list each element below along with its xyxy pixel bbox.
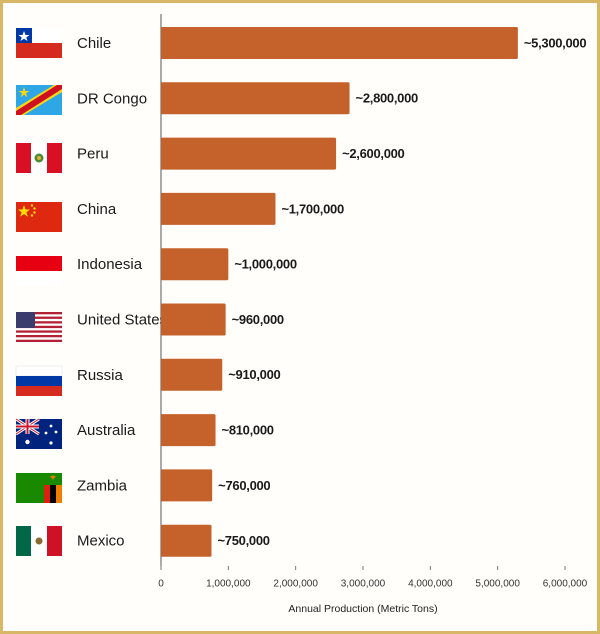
category-label: United States — [77, 311, 167, 328]
category-label: Chile — [77, 35, 111, 52]
value-label: ~2,800,000 — [356, 91, 418, 106]
value-label: ~810,000 — [222, 423, 274, 438]
bar — [161, 192, 276, 225]
flag-usa — [16, 312, 62, 342]
bar — [161, 137, 337, 170]
value-label: ~750,000 — [218, 533, 270, 548]
flag-china — [16, 202, 62, 232]
bar — [161, 414, 216, 447]
value-label: ~2,600,000 — [342, 146, 404, 161]
x-tick-label: 5,000,000 — [475, 579, 520, 590]
category-label: Zambia — [77, 477, 128, 494]
bar — [161, 82, 350, 115]
bar — [161, 469, 213, 502]
x-tick-label: 2,000,000 — [273, 579, 318, 590]
value-label: ~1,700,000 — [281, 201, 343, 216]
flag-australia — [15, 417, 62, 449]
flags — [15, 28, 63, 556]
flag-chile — [16, 28, 62, 58]
category-label: Indonesia — [77, 256, 143, 273]
category-label: Australia — [77, 422, 136, 439]
flag-zambia — [16, 473, 62, 503]
category-label: Mexico — [77, 533, 125, 550]
value-label: ~1,000,000 — [234, 257, 296, 272]
value-label: ~760,000 — [218, 478, 270, 493]
x-tick-label: 1,000,000 — [206, 579, 251, 590]
category-label: China — [77, 201, 117, 218]
value-label: ~910,000 — [228, 367, 280, 382]
category-label: Peru — [77, 146, 109, 163]
x-tick-label: 0 — [158, 579, 164, 590]
value-label: ~960,000 — [232, 312, 284, 327]
flag-mexico — [16, 526, 62, 556]
bar — [161, 524, 212, 557]
value-label: ~5,300,000 — [524, 35, 586, 50]
flag-russia — [15, 365, 63, 396]
bar — [161, 358, 223, 391]
bar — [161, 27, 518, 59]
flag-indonesia — [16, 256, 62, 286]
flag-drc — [16, 85, 62, 115]
category-label: DR Congo — [77, 90, 147, 107]
x-axis-label: Annual Production (Metric Tons) — [288, 603, 437, 615]
bar — [161, 248, 229, 281]
x-tick-label: 4,000,000 — [408, 579, 453, 590]
x-tick-label: 6,000,000 — [543, 579, 588, 590]
bar — [161, 303, 226, 336]
category-label: Russia — [77, 367, 124, 384]
x-tick-label: 3,000,000 — [341, 579, 386, 590]
flag-peru — [16, 143, 62, 173]
